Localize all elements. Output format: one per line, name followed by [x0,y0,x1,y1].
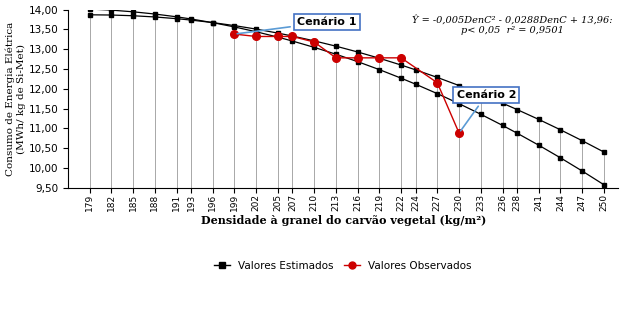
Text: Ŷ = -0,005DenC² - 0,0288DenC + 13,96:
p< 0,05  r² = 0,9501: Ŷ = -0,005DenC² - 0,0288DenC + 13,96: p<… [412,15,613,35]
Text: Cenário 2: Cenário 2 [457,90,516,131]
Legend: Valores Estimados, Valores Observados: Valores Estimados, Valores Observados [210,257,476,275]
X-axis label: Densidade à granel do carvão vegetal (kg/m²): Densidade à granel do carvão vegetal (kg… [200,215,485,226]
Y-axis label: Consumo de Energia Elétrica
(MWh/ kg de Si-Met): Consumo de Energia Elétrica (MWh/ kg de … [6,22,26,176]
Text: Cenário 1: Cenário 1 [237,17,356,34]
